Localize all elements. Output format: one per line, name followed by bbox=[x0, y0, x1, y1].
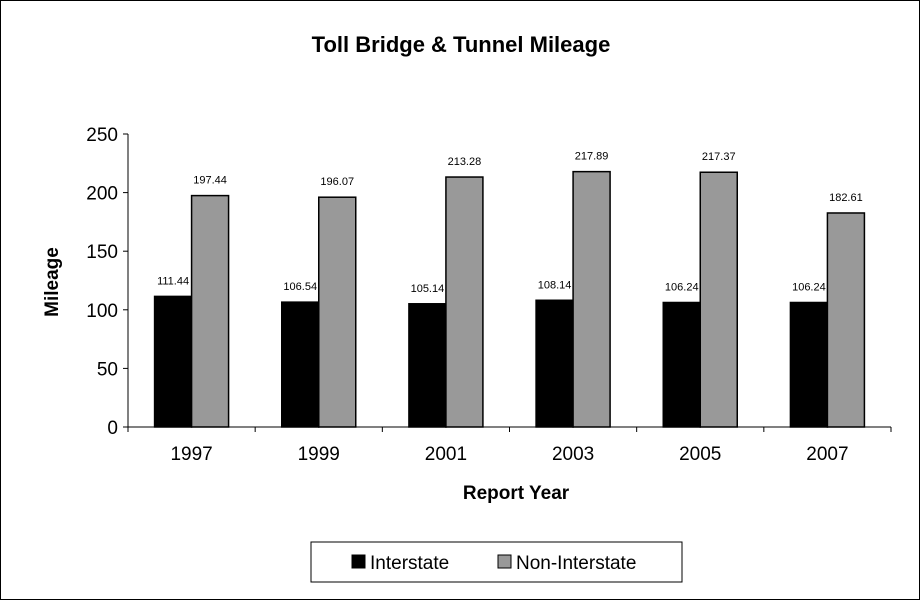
bar-interstate bbox=[281, 301, 320, 428]
y-tick-label: 200 bbox=[86, 184, 118, 205]
legend-box bbox=[310, 541, 683, 583]
x-axis-title: Report Year bbox=[463, 483, 570, 504]
x-tick-label: 2007 bbox=[806, 444, 848, 465]
bar-interstate bbox=[535, 299, 574, 428]
bar-non-interstate bbox=[445, 176, 484, 428]
bar-interstate bbox=[662, 301, 701, 428]
legend: Interstate Non-Interstate bbox=[310, 541, 683, 583]
data-label: 106.54 bbox=[283, 281, 317, 293]
data-label: 196.07 bbox=[320, 176, 354, 188]
x-tick-label: 2001 bbox=[425, 444, 467, 465]
data-label: 182.61 bbox=[829, 192, 863, 204]
y-tick-label: 0 bbox=[107, 418, 118, 439]
legend-swatch-non-interstate bbox=[497, 554, 512, 569]
y-tick-label: 100 bbox=[86, 301, 118, 322]
y-tick-label: 250 bbox=[86, 125, 118, 146]
bar-non-interstate bbox=[699, 171, 738, 428]
x-tick-label: 1997 bbox=[170, 444, 212, 465]
bar-non-interstate bbox=[826, 212, 866, 428]
y-tick-label: 50 bbox=[97, 359, 118, 380]
data-label: 197.44 bbox=[193, 175, 227, 187]
chart-title: Toll Bridge & Tunnel Mileage bbox=[312, 32, 611, 57]
data-label: 217.89 bbox=[575, 151, 609, 163]
x-tick-label: 2005 bbox=[679, 444, 721, 465]
legend-label-non-interstate: Non-Interstate bbox=[516, 553, 636, 574]
y-axis-title: Mileage bbox=[42, 247, 63, 317]
legend-swatch-interstate bbox=[351, 554, 366, 569]
bar-non-interstate bbox=[318, 196, 357, 428]
data-label: 106.24 bbox=[665, 281, 699, 293]
x-tick-label: 1999 bbox=[298, 444, 340, 465]
data-label: 213.28 bbox=[448, 156, 482, 168]
data-label: 108.14 bbox=[538, 279, 572, 291]
bar-interstate bbox=[789, 301, 829, 428]
data-label: 217.37 bbox=[702, 151, 736, 163]
bar-interstate bbox=[408, 303, 447, 428]
x-tick-label: 2003 bbox=[552, 444, 594, 465]
bar-non-interstate bbox=[572, 170, 611, 428]
bar-non-interstate bbox=[190, 194, 230, 428]
data-label: 106.24 bbox=[792, 281, 826, 293]
bar-interstate bbox=[153, 295, 193, 428]
y-tick-label: 150 bbox=[86, 242, 118, 263]
plot-area: 0 50 100 150 200 250 111.44 197.44 1997 106.54 196… bbox=[86, 125, 892, 465]
legend-label-interstate: Interstate bbox=[370, 553, 449, 574]
data-label: 111.44 bbox=[157, 275, 189, 287]
data-label: 105.14 bbox=[411, 283, 445, 295]
